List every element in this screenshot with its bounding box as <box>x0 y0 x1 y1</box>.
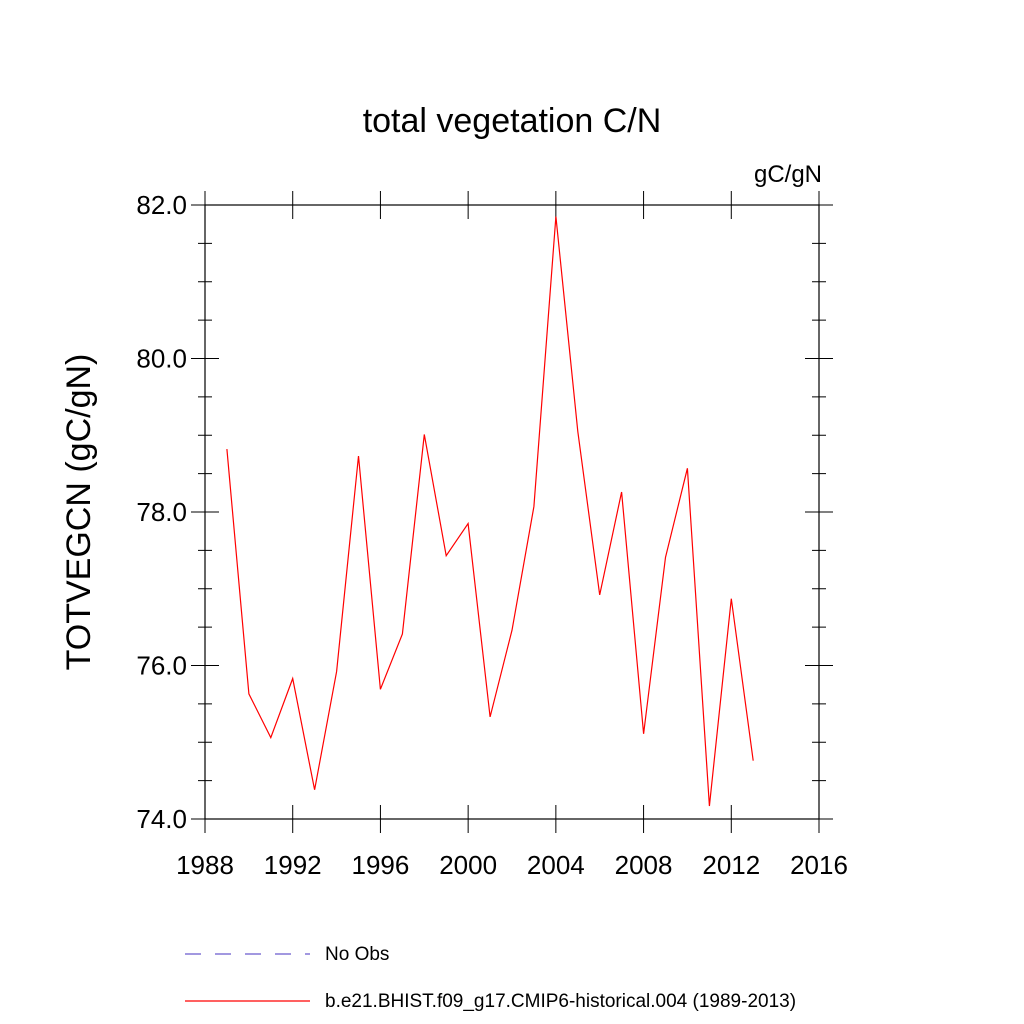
y-tick-labels: 74.0 76.0 78.0 80.0 82.0 <box>136 190 187 834</box>
y-tick-label: 74.0 <box>136 804 187 834</box>
y-axis-label: TOTVEGCN (gC/gN) <box>60 354 98 671</box>
y-tick-label: 80.0 <box>136 344 187 374</box>
x-tick-label: 1996 <box>352 850 410 880</box>
legend-label-historical: b.e21.BHIST.f09_g17.CMIP6-historical.004… <box>325 991 796 1012</box>
y-tick-label: 78.0 <box>136 497 187 527</box>
x-tick-label: 2008 <box>615 850 673 880</box>
plot-frame <box>204 204 820 820</box>
x-tick-label: 1988 <box>176 850 234 880</box>
units-label: gC/gN <box>754 161 822 188</box>
chart-title: total vegetation C/N <box>363 102 662 140</box>
x-tick-label: 2004 <box>527 850 585 880</box>
x-tick-label: 2012 <box>702 850 760 880</box>
series-line <box>226 216 754 807</box>
x-tick-label: 2000 <box>439 850 497 880</box>
legend: No Obs b.e21.BHIST.f09_g17.CMIP6-histori… <box>185 944 796 1012</box>
y-tick-label: 82.0 <box>136 190 187 220</box>
axis-ticks <box>191 191 833 833</box>
y-tick-label: 76.0 <box>136 651 187 681</box>
x-tick-label: 2016 <box>790 850 848 880</box>
series-lines <box>226 216 754 807</box>
x-tick-labels: 1988 1992 1996 2000 2004 2008 2012 2016 <box>176 850 848 880</box>
legend-label-no-obs: No Obs <box>325 944 389 965</box>
x-tick-label: 1992 <box>264 850 322 880</box>
